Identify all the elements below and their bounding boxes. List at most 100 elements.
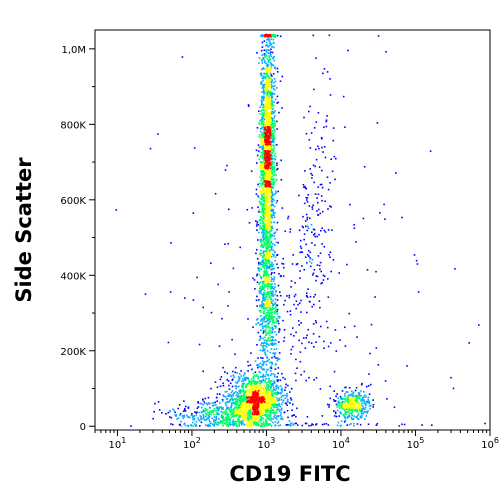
- event-dot: [229, 398, 232, 401]
- event-dot: [352, 396, 355, 399]
- event-dot: [262, 321, 264, 323]
- event-dot: [248, 410, 250, 413]
- event-dot: [263, 133, 265, 135]
- event-dot: [183, 422, 186, 425]
- event-dot: [207, 424, 209, 426]
- event-dot: [269, 115, 272, 118]
- event-dot: [266, 246, 268, 249]
- event-dot: [273, 135, 276, 138]
- event-dot: [266, 97, 269, 100]
- event-dot: [349, 405, 352, 408]
- event-dot: [255, 424, 258, 426]
- event-dot: [358, 402, 361, 404]
- event-dot: [310, 132, 313, 134]
- event-dot: [268, 322, 271, 324]
- event-dot: [344, 326, 346, 329]
- event-dot: [341, 400, 344, 403]
- event-dot: [267, 291, 269, 293]
- event-dot: [257, 269, 260, 271]
- event-dot: [413, 254, 416, 256]
- event-dot: [256, 154, 259, 157]
- event-dot: [260, 110, 262, 112]
- event-dot: [262, 246, 264, 249]
- event-dot: [267, 117, 269, 119]
- event-dot: [261, 133, 263, 135]
- event-dot: [261, 134, 263, 136]
- event-dot: [320, 136, 323, 139]
- event-dot: [245, 418, 248, 421]
- event-dot: [269, 312, 272, 314]
- event-dot: [375, 347, 378, 349]
- event-dot: [266, 209, 269, 212]
- event-dot: [244, 372, 246, 374]
- event-dot: [176, 418, 178, 420]
- event-dot: [264, 272, 267, 274]
- event-dot: [259, 183, 262, 185]
- event-dot: [262, 84, 265, 87]
- event-dot: [240, 400, 242, 402]
- event-dot: [367, 396, 370, 399]
- event-dot: [270, 123, 272, 126]
- event-dot: [344, 419, 347, 422]
- event-dot: [327, 424, 330, 426]
- event-dot: [191, 413, 193, 415]
- event-dot: [260, 396, 263, 399]
- event-dot: [284, 299, 286, 302]
- event-dot: [318, 208, 320, 211]
- event-dot: [268, 418, 270, 420]
- event-dot: [353, 223, 355, 226]
- event-dot: [370, 404, 372, 407]
- event-dot: [247, 382, 250, 385]
- event-dot: [262, 239, 265, 241]
- event-dot: [247, 370, 249, 372]
- event-dot: [248, 412, 250, 415]
- event-dot: [226, 416, 228, 418]
- event-dot: [262, 250, 265, 253]
- event-dot: [260, 178, 263, 181]
- event-dot: [232, 267, 235, 270]
- event-dot: [268, 379, 271, 382]
- event-dot: [323, 245, 326, 248]
- event-dot: [260, 276, 262, 279]
- event-dot: [258, 146, 261, 149]
- event-dot: [271, 195, 273, 197]
- event-dot: [270, 95, 273, 98]
- event-dot: [266, 422, 268, 425]
- event-dot: [275, 308, 277, 310]
- event-dot: [349, 399, 352, 401]
- event-dot: [193, 419, 195, 421]
- event-dot: [305, 188, 307, 190]
- event-dot: [260, 252, 262, 254]
- event-dot: [263, 226, 266, 228]
- event-dot: [265, 148, 268, 150]
- event-dot: [199, 402, 201, 405]
- event-dot: [220, 376, 223, 378]
- event-dot: [234, 413, 237, 415]
- event-dot: [219, 406, 221, 409]
- event-dot: [272, 293, 274, 295]
- event-dot: [254, 419, 257, 422]
- event-dot: [260, 416, 263, 419]
- event-dot: [273, 111, 276, 114]
- event-dot: [225, 398, 228, 401]
- event-dot: [257, 331, 260, 334]
- event-dot: [227, 406, 229, 409]
- event-dot: [270, 94, 272, 96]
- event-dot: [329, 251, 332, 253]
- event-dot: [261, 196, 264, 198]
- event-dot: [294, 422, 297, 425]
- event-dot: [257, 363, 260, 366]
- event-dot: [272, 303, 275, 306]
- event-dot: [309, 105, 311, 108]
- event-dot: [368, 373, 370, 375]
- event-dot: [274, 286, 276, 288]
- event-dot: [268, 106, 270, 108]
- event-dot: [240, 370, 242, 372]
- event-dot: [208, 415, 210, 418]
- event-dot: [240, 409, 242, 412]
- event-dot: [249, 385, 252, 387]
- event-dot: [265, 173, 268, 176]
- event-dot: [233, 392, 235, 394]
- event-dot: [351, 412, 353, 414]
- event-dot: [265, 233, 268, 236]
